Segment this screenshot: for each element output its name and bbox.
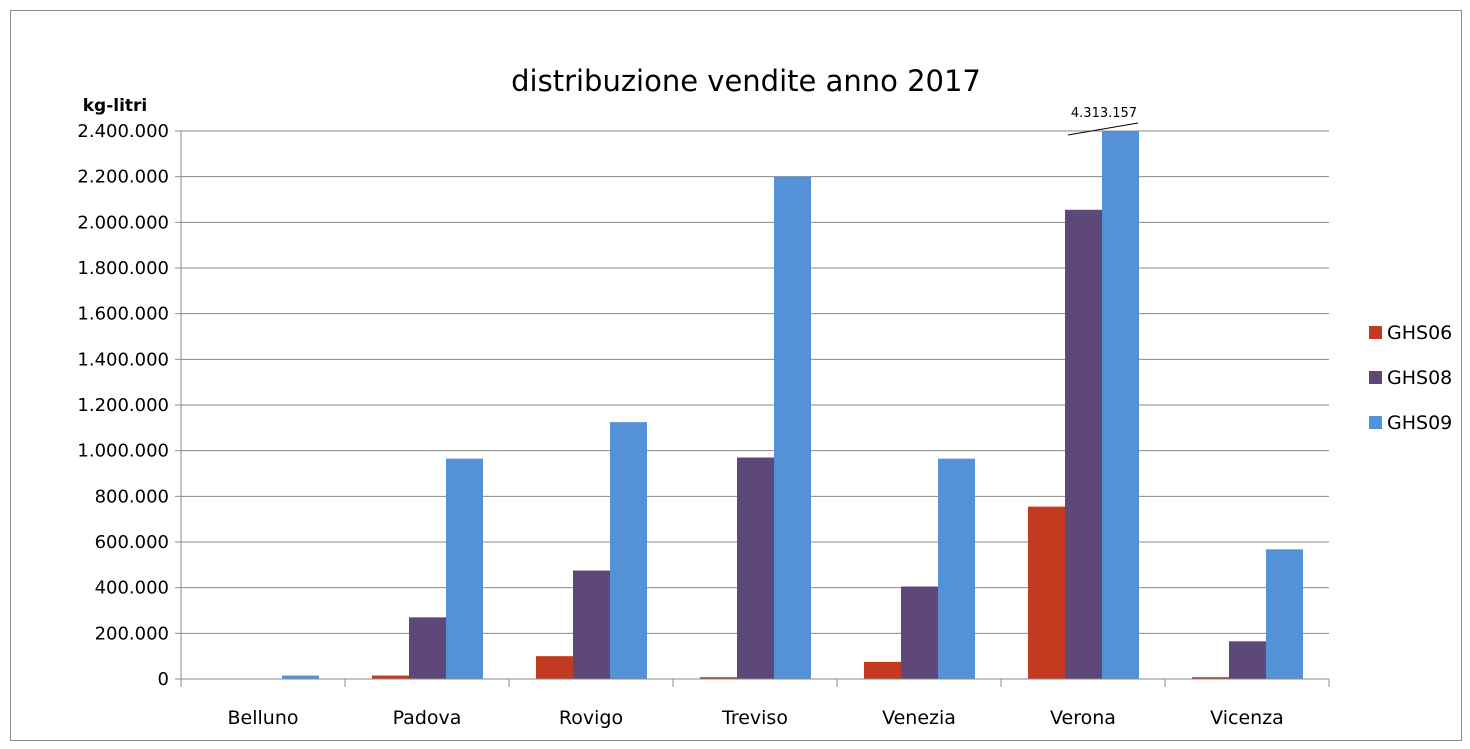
bar-ghs06-venezia <box>864 661 901 679</box>
x-tick-labels: Belluno Padova Rovigo Treviso Venezia Verona V… <box>228 707 1284 729</box>
bar-chart: 0 200.000 400.000 600.000 800.000 1.000.000 1.… <box>77 64 1452 729</box>
bar-ghs06-treviso <box>700 677 737 679</box>
y-tick-labels: 0 200.000 400.000 600.000 800.000 1.000.000 1.… <box>77 121 169 690</box>
bar-ghs06-verona <box>1028 506 1065 679</box>
axes <box>175 130 1330 687</box>
chart-title: distribuzione vendite anno 2017 <box>511 64 981 98</box>
bar-ghs08-vicenza <box>1229 641 1266 679</box>
annotations: 4.313.157 <box>1067 106 1139 136</box>
y-tick-label: 600.000 <box>95 532 169 553</box>
legend-label-ghs08: GHS08 <box>1387 367 1452 389</box>
x-tick-label: Belluno <box>228 707 299 729</box>
x-tick-label: Verona <box>1050 707 1116 729</box>
y-tick-label: 2.000.000 <box>77 212 169 233</box>
bar-ghs09-verona <box>1102 131 1139 679</box>
x-tick-label: Venezia <box>882 707 956 729</box>
legend-swatch-ghs08 <box>1369 371 1382 384</box>
bar-ghs08-rovigo <box>573 570 610 679</box>
bar-ghs09-vicenza <box>1266 549 1303 679</box>
bar-ghs08-verona <box>1065 209 1102 679</box>
bars <box>282 131 1303 679</box>
x-tick-label: Treviso <box>721 707 788 729</box>
y-tick-label: 800.000 <box>95 486 169 507</box>
bar-ghs06-padova <box>372 675 409 679</box>
bar-ghs08-padova <box>409 617 446 679</box>
y-tick-label: 2.400.000 <box>77 121 169 142</box>
x-tick-label: Padova <box>393 707 462 729</box>
legend-swatch-ghs06 <box>1369 326 1382 339</box>
y-tick-label: 0 <box>158 669 169 690</box>
axis-break-line <box>1067 122 1139 136</box>
y-tick-label: 2.200.000 <box>77 167 169 188</box>
legend-label-ghs06: GHS06 <box>1387 322 1452 344</box>
bar-ghs06-rovigo <box>536 656 573 679</box>
y-tick-label: 200.000 <box>95 623 169 644</box>
y-tick-label: 400.000 <box>95 578 169 599</box>
y-tick-label: 1.000.000 <box>77 441 169 462</box>
bar-ghs09-treviso <box>774 176 811 679</box>
x-tick-label: Vicenza <box>1210 707 1284 729</box>
bar-ghs08-venezia <box>901 586 938 679</box>
legend-swatch-ghs09 <box>1369 416 1382 429</box>
y-tick-label: 1.800.000 <box>77 258 169 279</box>
bar-ghs06-vicenza <box>1192 677 1229 679</box>
x-tick-label: Rovigo <box>559 707 623 729</box>
bar-ghs09-venezia <box>938 458 975 679</box>
y-axis-unit-label: kg-litri <box>83 96 148 116</box>
y-tick-label: 1.400.000 <box>77 349 169 370</box>
y-tick-label: 1.200.000 <box>77 395 169 416</box>
bar-ghs09-belluno <box>282 675 319 679</box>
chart-frame: 0 200.000 400.000 600.000 800.000 1.000.000 1.… <box>10 10 1462 741</box>
data-label-annotation: 4.313.157 <box>1071 106 1137 121</box>
bar-ghs08-treviso <box>737 457 774 679</box>
bar-ghs09-rovigo <box>610 422 647 679</box>
y-tick-label: 1.600.000 <box>77 304 169 325</box>
legend-label-ghs09: GHS09 <box>1387 412 1452 434</box>
bar-ghs09-padova <box>446 458 483 679</box>
legend: GHS06 GHS08 GHS09 <box>1369 322 1452 434</box>
